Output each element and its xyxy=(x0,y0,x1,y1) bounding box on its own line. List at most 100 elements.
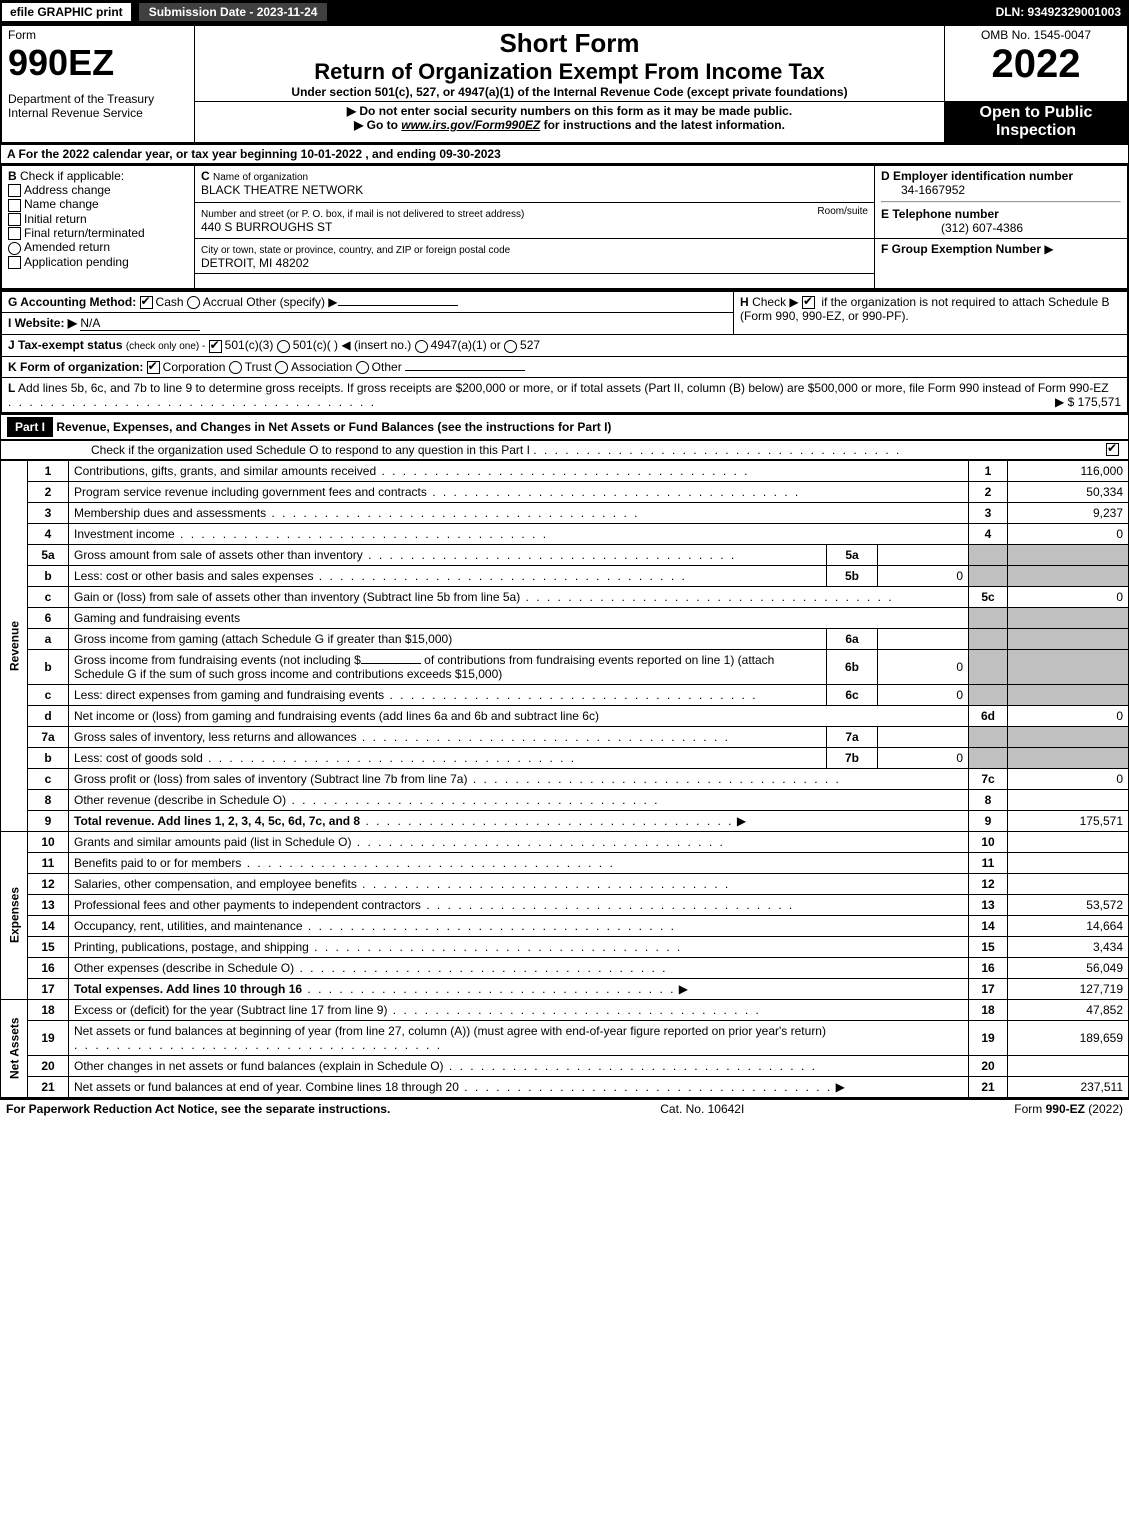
radio-501c[interactable] xyxy=(277,340,290,353)
amt-6b: 0 xyxy=(878,649,969,684)
footer-left: For Paperwork Reduction Act Notice, see … xyxy=(6,1102,390,1116)
room-suite-label: Room/suite xyxy=(817,206,868,217)
subtitle: Under section 501(c), 527, or 4947(a)(1)… xyxy=(201,85,938,99)
section-k-label: K Form of organization: xyxy=(8,360,143,374)
section-d-label: D Employer identification number xyxy=(881,169,1073,183)
open-to-public: Open to Public Inspection xyxy=(945,102,1129,144)
amt-6c: 0 xyxy=(878,684,969,705)
note-goto: ▶ Go to www.irs.gov/Form990EZ for instru… xyxy=(201,118,938,132)
part1-header-row: Part I Revenue, Expenses, and Changes in… xyxy=(0,414,1129,440)
info-block: B Check if applicable: Address change Na… xyxy=(0,164,1129,290)
checkbox-corporation[interactable] xyxy=(147,361,160,374)
radio-527[interactable] xyxy=(504,340,517,353)
section-i-label: I Website: ▶ xyxy=(8,316,77,330)
ein: 34-1667952 xyxy=(881,183,965,197)
submission-date: Submission Date - 2023-11-24 xyxy=(137,1,330,23)
checkbox-schedule-b[interactable] xyxy=(802,296,815,309)
page-footer: For Paperwork Reduction Act Notice, see … xyxy=(0,1098,1129,1118)
section-g-label: G Accounting Method: xyxy=(8,295,136,309)
radio-accrual[interactable] xyxy=(187,296,200,309)
telephone: (312) 607-4386 xyxy=(881,221,1023,235)
line-a-tax-year: A For the 2022 calendar year, or tax yea… xyxy=(0,144,1129,164)
omb-number: OMB No. 1545-0047 xyxy=(951,28,1121,42)
amt-21: 237,511 xyxy=(1008,1076,1129,1097)
amt-14: 14,664 xyxy=(1008,915,1129,936)
title-short-form: Short Form xyxy=(201,28,938,59)
vlabel-revenue: Revenue xyxy=(1,460,28,831)
section-b-label: B xyxy=(8,169,17,183)
tax-year: 2022 xyxy=(951,42,1121,87)
amt-13: 53,572 xyxy=(1008,894,1129,915)
amt-9: 175,571 xyxy=(1008,810,1129,831)
gross-receipts-amount: ▶ $ 175,571 xyxy=(1055,395,1121,409)
section-c-label: C xyxy=(201,169,210,183)
dept-treasury: Department of the Treasury xyxy=(8,92,188,106)
checkbox-schedule-o[interactable] xyxy=(1106,443,1119,456)
amt-16: 56,049 xyxy=(1008,957,1129,978)
irs: Internal Revenue Service xyxy=(8,106,188,120)
section-l-label: L xyxy=(8,381,15,395)
section-f-arrow: ▶ xyxy=(1044,242,1053,256)
note-ssn: ▶ Do not enter social security numbers o… xyxy=(201,104,938,118)
form-header: Form 990EZ Department of the Treasury In… xyxy=(0,24,1129,144)
amt-18: 47,852 xyxy=(1008,999,1129,1020)
dln-number: DLN: 93492329001003 xyxy=(996,5,1129,19)
street-label: Number and street (or P. O. box, if mail… xyxy=(201,209,524,220)
checkbox-501c3[interactable] xyxy=(209,340,222,353)
part1-check-text: Check if the organization used Schedule … xyxy=(91,443,530,457)
other-org-input[interactable] xyxy=(405,370,525,371)
amt-5c: 0 xyxy=(1008,586,1129,607)
title-return: Return of Organization Exempt From Incom… xyxy=(201,59,938,85)
vlabel-expenses: Expenses xyxy=(1,831,28,999)
form-number: 990EZ xyxy=(8,42,188,84)
amt-2: 50,334 xyxy=(1008,481,1129,502)
checkbox-name-change[interactable] xyxy=(8,199,21,212)
section-l-text: Add lines 5b, 6c, and 7b to line 9 to de… xyxy=(18,381,1109,395)
website-value: N/A xyxy=(80,316,200,331)
amt-1: 116,000 xyxy=(1008,460,1129,481)
radio-amended-return[interactable] xyxy=(8,242,21,255)
radio-association[interactable] xyxy=(275,361,288,374)
section-e-label: E Telephone number xyxy=(881,207,999,221)
org-name: BLACK THEATRE NETWORK xyxy=(201,183,363,197)
street-address: 440 S BURROUGHS ST xyxy=(201,220,332,234)
line-num-1: 1 xyxy=(28,460,69,481)
info-block-lower: G Accounting Method: Cash Accrual Other … xyxy=(0,290,1129,414)
form-label: Form xyxy=(8,28,188,42)
amt-4: 0 xyxy=(1008,523,1129,544)
top-bar: efile GRAPHIC print Submission Date - 20… xyxy=(0,0,1129,24)
amt-6d: 0 xyxy=(1008,705,1129,726)
checkbox-initial-return[interactable] xyxy=(8,213,21,226)
other-specify-input[interactable] xyxy=(338,305,458,306)
checkbox-cash[interactable] xyxy=(140,296,153,309)
amt-17: 127,719 xyxy=(1008,978,1129,999)
footer-right: Form 990-EZ (2022) xyxy=(1014,1102,1123,1116)
amt-15: 3,434 xyxy=(1008,936,1129,957)
checkbox-address-change[interactable] xyxy=(8,184,21,197)
checkbox-final-return[interactable] xyxy=(8,227,21,240)
irs-link[interactable]: www.irs.gov/Form990EZ xyxy=(401,118,540,132)
vlabel-netassets: Net Assets xyxy=(1,999,28,1097)
amt-3: 9,237 xyxy=(1008,502,1129,523)
amt-7c: 0 xyxy=(1008,768,1129,789)
efile-graphic-print: efile GRAPHIC print xyxy=(0,1,133,23)
part1-title: Revenue, Expenses, and Changes in Net As… xyxy=(56,420,611,434)
section-j-label: J Tax-exempt status xyxy=(8,338,123,352)
radio-other-org[interactable] xyxy=(356,361,369,374)
amt-19: 189,659 xyxy=(1008,1020,1129,1055)
city-label: City or town, state or province, country… xyxy=(201,245,510,256)
footer-center: Cat. No. 10642I xyxy=(660,1102,744,1116)
section-h-label: H xyxy=(740,295,749,309)
amt-7b: 0 xyxy=(878,747,969,768)
city-state-zip: DETROIT, MI 48202 xyxy=(201,256,309,270)
amt-5b: 0 xyxy=(878,565,969,586)
radio-trust[interactable] xyxy=(229,361,242,374)
section-b-heading: Check if applicable: xyxy=(20,169,124,183)
part1-check-row: Check if the organization used Schedule … xyxy=(0,440,1129,460)
part1-lines-table: Revenue 1 Contributions, gifts, grants, … xyxy=(0,460,1129,1098)
radio-4947[interactable] xyxy=(415,340,428,353)
part1-label: Part I xyxy=(7,417,53,437)
checkbox-application-pending[interactable] xyxy=(8,256,21,269)
org-name-label: Name of organization xyxy=(213,172,308,183)
section-f-label: F Group Exemption Number xyxy=(881,242,1041,256)
